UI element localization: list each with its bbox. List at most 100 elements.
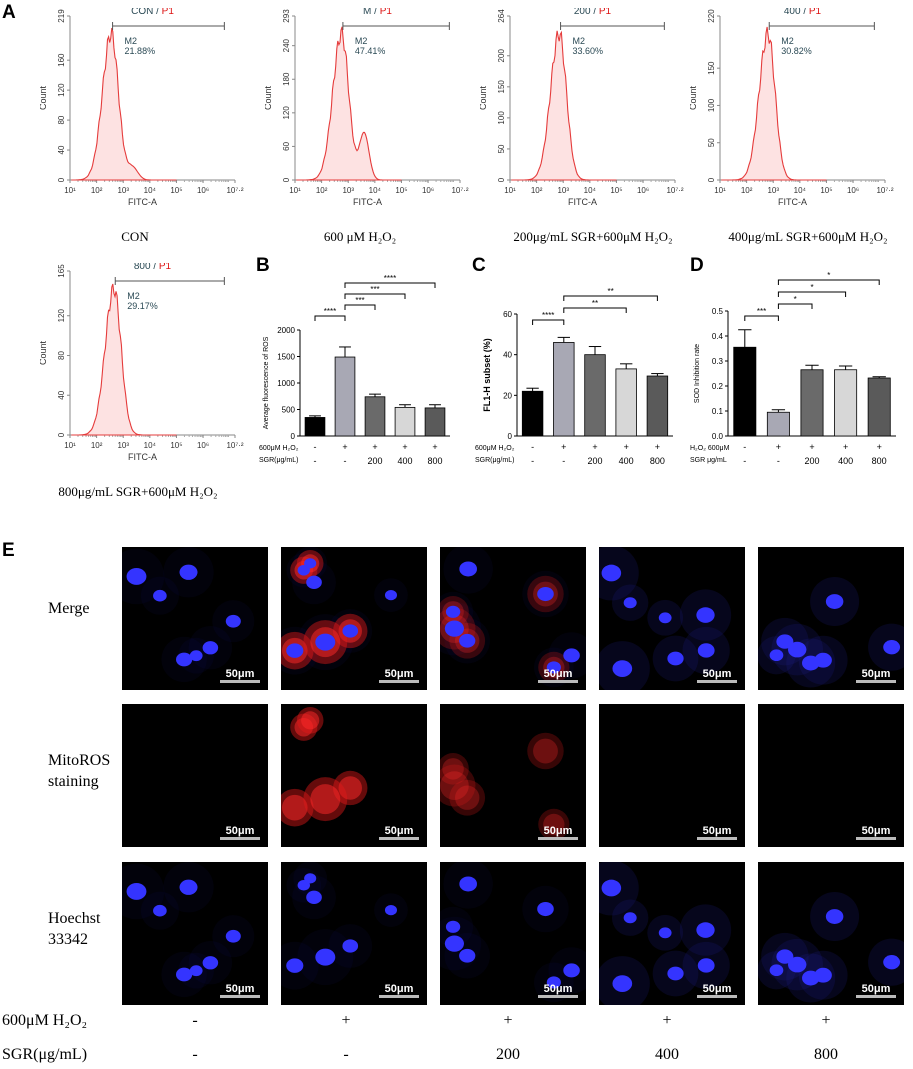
x-tick-label: 10⁶ (422, 186, 434, 195)
y-tick-label: 219 (57, 9, 66, 23)
nucleus (546, 976, 561, 989)
histogram-400: 400 / P1 0 50 100 150 220 Count 10¹ 10² 10³ 10⁴ 10⁵… (690, 8, 894, 207)
nucleus (667, 651, 684, 666)
nucleus (776, 634, 794, 649)
y-axis-label: Count (265, 86, 273, 111)
x-tick-label: 10⁶ (847, 186, 859, 195)
histogram-title: 800 / P1 (134, 263, 172, 272)
y-tick-label: 120 (57, 83, 66, 97)
scale-bar-label: 50μm (544, 983, 573, 995)
nucleus (802, 970, 820, 986)
significance-label: ** (607, 287, 613, 296)
mitoros-signal (449, 779, 486, 816)
y-tick-label: 0 (291, 432, 296, 441)
gate-name: M2 (573, 36, 586, 46)
significance-bracket (532, 319, 565, 325)
nucleus (306, 890, 322, 904)
treatment-row2-value: 200 (804, 456, 819, 466)
y-tick-label: 0.5 (712, 307, 724, 316)
micrograph-image: 50μm (281, 862, 419, 998)
bar (615, 368, 637, 437)
nucleus (697, 958, 715, 973)
nucleus (825, 909, 844, 924)
nucleus (563, 648, 580, 663)
nucleus (459, 948, 476, 963)
bar (584, 354, 606, 437)
y-tick-label: 100 (707, 98, 716, 112)
scale-bar-label: 50μm (862, 668, 891, 680)
scale-bar (538, 995, 578, 998)
treatment-row1-value: + (592, 442, 597, 452)
nucleus (658, 927, 672, 939)
y-tick-label: 1500 (277, 353, 295, 362)
nucleus (883, 640, 901, 655)
treatment-row1-value: + (776, 442, 781, 452)
micrograph: 50μm (281, 704, 427, 847)
y-tick-label: 0.1 (712, 407, 724, 416)
bottom-sgr-value: 400 (655, 1046, 679, 1063)
y-tick-label: 0.0 (712, 432, 724, 441)
nucleus (769, 649, 784, 662)
y-axis-label: Average fluorescence of ROS (263, 336, 270, 429)
scale-bar-label: 50μm (703, 668, 732, 680)
y-axis-label: Count (40, 341, 48, 366)
y-tick-label: 0 (508, 432, 513, 441)
y-tick-label: 40 (57, 390, 66, 399)
nucleus (601, 879, 622, 897)
nucleus (769, 964, 784, 977)
y-tick-label: 180 (282, 72, 291, 86)
y-tick-label: 20 (503, 391, 512, 400)
bottom-sgr-value: 200 (496, 1046, 520, 1063)
histogram-title: 400 / P1 (784, 8, 822, 17)
bar (334, 356, 356, 437)
nucleus (445, 920, 461, 933)
mitoros-signal (533, 738, 558, 764)
treatment-row1-value: - (314, 442, 317, 452)
nucleus (537, 586, 554, 602)
micrograph: 50μm (758, 704, 904, 847)
micrograph: 50μm (122, 547, 268, 690)
bar (766, 411, 790, 437)
bar (364, 396, 386, 437)
bar (800, 369, 824, 437)
treatment-row2-value: 400 (619, 456, 634, 466)
row-label-mitoros: MitoROS staining (48, 750, 110, 792)
y-tick-label: 160 (57, 53, 66, 67)
bar (394, 406, 416, 437)
histogram-con: CON / P1 0 40 80 120 160 219 Count 10¹ 10² 10³ 10⁴ 1… (40, 8, 244, 207)
nucleus (658, 612, 672, 624)
treatment-row2-value: - (777, 456, 780, 466)
micrograph: 50μm (440, 704, 586, 847)
row-label-text: Merge (48, 600, 90, 617)
significance-label: * (794, 295, 797, 304)
micrograph: 50μm (281, 547, 427, 690)
x-tick-label: 10⁵ (170, 186, 182, 195)
micrograph-image: 50μm (220, 825, 260, 840)
y-tick-label: 120 (57, 309, 66, 323)
panel-letter-e: E (2, 540, 15, 561)
nucleus (225, 929, 241, 943)
significance-bracket (744, 315, 779, 321)
x-tick-label: 10² (91, 186, 103, 195)
nucleus (696, 922, 715, 938)
nucleus (623, 597, 637, 609)
y-axis-label: Count (40, 86, 48, 111)
micrograph-image: 50μm (599, 862, 737, 1005)
y-tick-label: 80 (57, 115, 66, 124)
mitoros-signal (442, 758, 464, 780)
micrograph: 50μm (758, 862, 904, 1005)
bottom-sgr-value: 800 (814, 1046, 838, 1063)
row-label-text: staining (48, 773, 99, 790)
panel-letter-d: D (690, 255, 704, 276)
significance-label: * (810, 283, 813, 292)
y-tick-label: 40 (57, 145, 66, 154)
treatment-row1-value: + (843, 442, 848, 452)
nucleus (802, 655, 820, 671)
nucleus (189, 965, 203, 977)
bottom-h2o2-value: - (192, 1012, 198, 1029)
bottom-h2o2-label: 600μM H₂O₂ (2, 1012, 88, 1029)
scale-bar-label: 50μm (862, 825, 891, 837)
treatment-row1-label: 600μM H₂O₂ (475, 445, 515, 452)
significance-bracket (563, 295, 658, 301)
treatment-row2-value: 800 (427, 456, 442, 466)
